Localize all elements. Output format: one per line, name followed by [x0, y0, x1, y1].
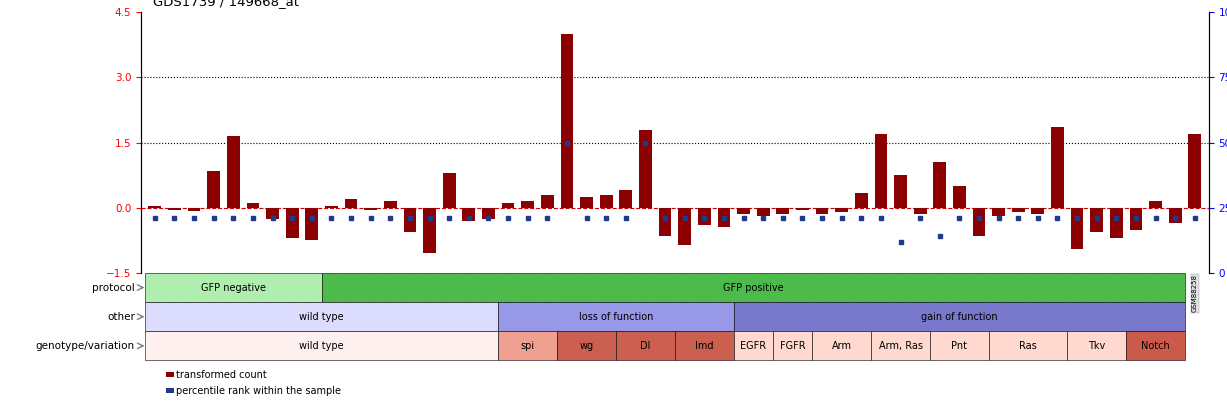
- Text: loss of function: loss of function: [579, 312, 653, 322]
- Bar: [836, 208, 848, 212]
- Bar: [345, 199, 357, 208]
- Text: Imd: Imd: [694, 341, 714, 351]
- Bar: [521, 201, 534, 208]
- Bar: [953, 186, 966, 208]
- Bar: [561, 34, 573, 208]
- Bar: [718, 208, 730, 227]
- Bar: [737, 208, 750, 214]
- Bar: [659, 208, 671, 236]
- Bar: [1012, 208, 1025, 212]
- Text: wg: wg: [579, 341, 594, 351]
- Bar: [227, 136, 239, 208]
- Text: Pnt: Pnt: [951, 341, 967, 351]
- Bar: [247, 203, 259, 208]
- Bar: [993, 208, 1005, 216]
- Bar: [384, 201, 396, 208]
- Text: other: other: [107, 312, 135, 322]
- Text: genotype/variation: genotype/variation: [36, 341, 135, 351]
- Bar: [404, 208, 416, 232]
- Bar: [207, 171, 220, 208]
- Text: FGFR: FGFR: [780, 341, 805, 351]
- Text: Arm: Arm: [832, 341, 852, 351]
- Bar: [188, 208, 200, 211]
- Text: transformed count: transformed count: [175, 370, 266, 379]
- Bar: [463, 208, 475, 221]
- Bar: [777, 208, 789, 214]
- Bar: [679, 208, 691, 245]
- Text: gain of function: gain of function: [921, 312, 998, 322]
- Bar: [168, 208, 180, 210]
- Bar: [364, 208, 377, 210]
- Bar: [1169, 208, 1182, 223]
- Text: GFP negative: GFP negative: [201, 283, 266, 292]
- Bar: [973, 208, 985, 236]
- Bar: [1189, 134, 1201, 208]
- Bar: [1091, 208, 1103, 232]
- Bar: [325, 206, 337, 208]
- Bar: [914, 208, 926, 214]
- Bar: [1130, 208, 1142, 230]
- Text: Arm, Ras: Arm, Ras: [879, 341, 923, 351]
- Text: GFP positive: GFP positive: [723, 283, 784, 292]
- Bar: [1071, 208, 1083, 249]
- Bar: [266, 208, 279, 219]
- Bar: [1032, 208, 1044, 214]
- Bar: [148, 206, 161, 208]
- Text: Notch: Notch: [1141, 341, 1171, 351]
- Bar: [639, 130, 652, 208]
- Text: protocol: protocol: [92, 283, 135, 292]
- Bar: [423, 208, 436, 254]
- Bar: [816, 208, 828, 214]
- Bar: [600, 195, 612, 208]
- Bar: [855, 192, 867, 208]
- Bar: [757, 208, 769, 216]
- Bar: [541, 195, 553, 208]
- Bar: [1150, 201, 1162, 208]
- Text: wild type: wild type: [299, 341, 344, 351]
- Bar: [580, 197, 593, 208]
- Bar: [1052, 127, 1064, 208]
- Bar: [1110, 208, 1123, 238]
- Text: spi: spi: [520, 341, 535, 351]
- Bar: [443, 173, 455, 208]
- Bar: [482, 208, 494, 219]
- Bar: [875, 134, 887, 208]
- Text: percentile rank within the sample: percentile rank within the sample: [175, 386, 341, 396]
- Bar: [698, 208, 710, 225]
- Text: Ras: Ras: [1020, 341, 1037, 351]
- Bar: [894, 175, 907, 208]
- Text: EGFR: EGFR: [740, 341, 767, 351]
- Bar: [306, 208, 318, 241]
- Bar: [934, 162, 946, 208]
- Bar: [620, 190, 632, 208]
- Text: wild type: wild type: [299, 312, 344, 322]
- Bar: [502, 203, 514, 208]
- Text: Tkv: Tkv: [1088, 341, 1106, 351]
- Text: GDS1739 / 149668_at: GDS1739 / 149668_at: [153, 0, 299, 8]
- Bar: [286, 208, 298, 238]
- Bar: [796, 208, 809, 210]
- Text: Dl: Dl: [640, 341, 650, 351]
